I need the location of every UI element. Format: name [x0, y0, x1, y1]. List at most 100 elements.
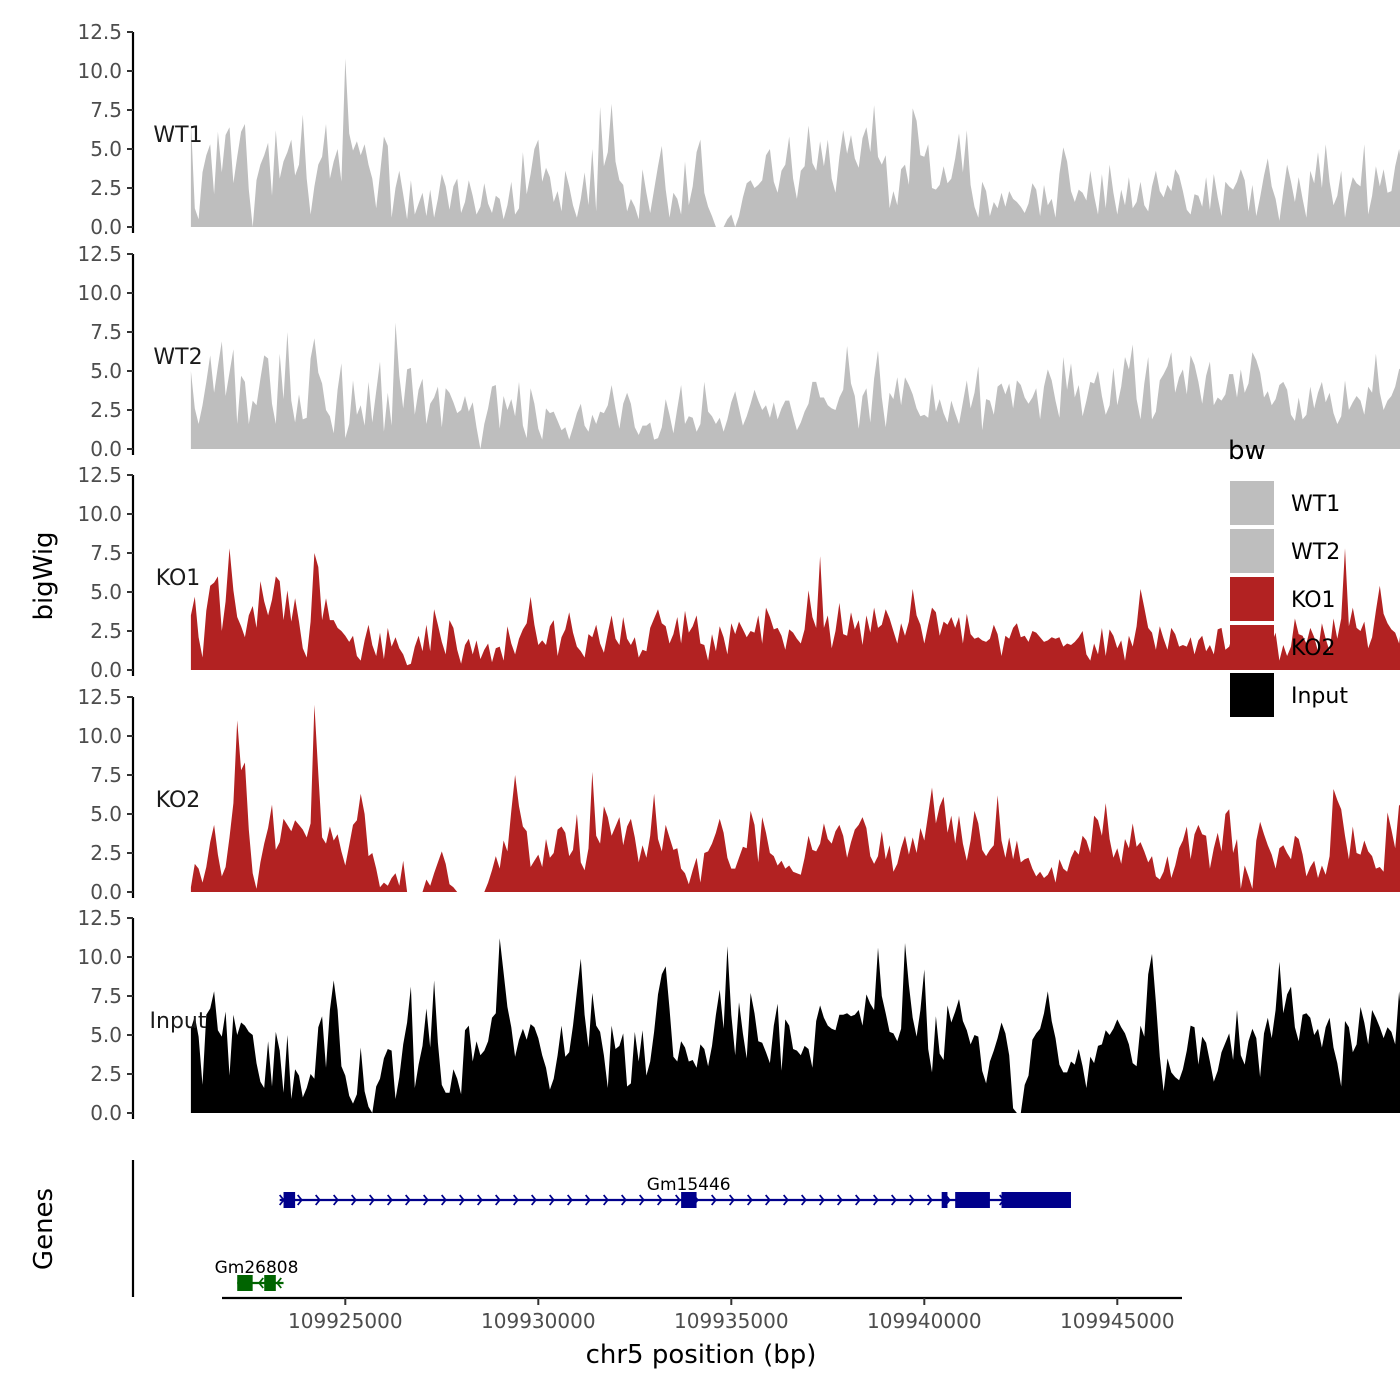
- gene-exon: [1001, 1192, 1071, 1208]
- gene-exon: [955, 1192, 990, 1208]
- strand-chevron: [728, 1194, 735, 1206]
- y-tick-label: 12.5: [77, 242, 122, 266]
- coverage-area-ko1: [190, 548, 1400, 670]
- y-tick-label: 12.5: [77, 685, 122, 709]
- track-wt2: 0.0 2.5 5.0 7.5 10.0 12.5 WT2: [77, 242, 1400, 461]
- strand-chevron: [422, 1194, 429, 1206]
- strand-chevron: [548, 1194, 555, 1206]
- gene-exon: [237, 1275, 253, 1291]
- x-axis-title: chr5 position (bp): [586, 1340, 817, 1370]
- y-tick-label: 5.0: [90, 359, 122, 383]
- strand-chevron: [926, 1194, 933, 1206]
- y-tick-label: 2.5: [90, 398, 122, 422]
- gene-exon: [283, 1192, 296, 1208]
- track-ko1: 0.0 2.5 5.0 7.5 10.0 12.5 KO1: [77, 463, 1400, 682]
- strand-chevron: [710, 1194, 717, 1206]
- gene-name-label: Gm15446: [647, 1175, 731, 1195]
- track-ko2: 0.0 2.5 5.0 7.5 10.0 12.5 KO2: [77, 685, 1400, 904]
- legend-label-input: Input: [1291, 684, 1348, 709]
- strand-chevron: [314, 1194, 321, 1206]
- gene-annotation-track: Gm15446 Gm26808: [131, 1160, 1071, 1297]
- strand-chevron: [386, 1194, 393, 1206]
- y-tick-label: 10.0: [77, 724, 122, 748]
- track-label: Input: [150, 1009, 207, 1034]
- gene-gm26808: Gm26808: [215, 1258, 299, 1291]
- legend-label-wt1: WT1: [1291, 492, 1340, 517]
- legend-swatch-wt1: [1230, 481, 1274, 525]
- legend-label-ko2: KO2: [1291, 636, 1336, 661]
- y-tick-label: 10.0: [77, 281, 122, 305]
- strand-chevron: [584, 1194, 591, 1206]
- x-tick-label: 109925000: [288, 1309, 403, 1333]
- y-tick-label: 7.5: [90, 763, 122, 787]
- strand-chevron: [404, 1194, 411, 1206]
- gene-exon: [681, 1192, 697, 1208]
- x-tick-label: 109935000: [674, 1309, 789, 1333]
- y-tick-label: 2.5: [90, 619, 122, 643]
- y-tick-label: 2.5: [90, 176, 122, 200]
- x-tick-label: 109940000: [867, 1309, 982, 1333]
- y-tick-label: 5.0: [90, 137, 122, 161]
- strand-chevron: [350, 1194, 357, 1206]
- strand-chevron: [458, 1194, 465, 1206]
- track-wt1: 0.0 2.5 5.0 7.5 10.0 12.5 WT1: [77, 20, 1400, 239]
- y-tick-label: 12.5: [77, 906, 122, 930]
- legend-swatch-ko1: [1230, 577, 1274, 621]
- y-tick-label: 0.0: [90, 215, 122, 239]
- strand-chevron: [620, 1194, 627, 1206]
- legend-swatch-wt2: [1230, 529, 1274, 573]
- y-tick-label: 0.0: [90, 658, 122, 682]
- x-tick-label: 109930000: [481, 1309, 596, 1333]
- legend-swatch-ko2: [1230, 625, 1274, 669]
- strand-chevron: [296, 1194, 303, 1206]
- y-tick-label: 5.0: [90, 1023, 122, 1047]
- coverage-area-input: [190, 938, 1400, 1113]
- y-tick-label: 5.0: [90, 802, 122, 826]
- y-tick-label: 2.5: [90, 841, 122, 865]
- y-tick-label: 0.0: [90, 1101, 122, 1125]
- strand-chevron: [332, 1194, 339, 1206]
- strand-chevron: [368, 1194, 375, 1206]
- strand-chevron: [872, 1194, 879, 1206]
- y-tick-label: 0.0: [90, 880, 122, 904]
- strand-chevron: [800, 1194, 807, 1206]
- track-label: KO2: [156, 788, 201, 813]
- track-label: KO1: [156, 566, 201, 591]
- strand-chevron: [258, 1277, 264, 1289]
- strand-chevron: [494, 1194, 501, 1206]
- y-tick-label: 12.5: [77, 463, 122, 487]
- y-tick-label: 7.5: [90, 320, 122, 344]
- strand-chevron: [656, 1194, 663, 1206]
- strand-chevron: [674, 1194, 681, 1206]
- x-axis: 109925000 109930000 109935000 109940000 1099…: [222, 1296, 1182, 1333]
- y-tick-label: 10.0: [77, 945, 122, 969]
- y-tick-label: 7.5: [90, 984, 122, 1008]
- strand-chevron: [854, 1194, 861, 1206]
- y-tick-label: 5.0: [90, 580, 122, 604]
- y-axis-title: bigWig: [29, 531, 59, 620]
- y-tick-label: 0.0: [90, 437, 122, 461]
- gene-gm15446: Gm15446: [278, 1175, 1071, 1208]
- strand-chevron: [476, 1194, 483, 1206]
- legend-label-wt2: WT2: [1291, 540, 1340, 565]
- legend: bw WT1 WT2 KO1 KO2 Input: [1228, 436, 1348, 717]
- strand-chevron: [638, 1194, 645, 1206]
- strand-chevron: [890, 1194, 897, 1206]
- gene-name-label: Gm26808: [215, 1258, 299, 1278]
- coverage-area-wt2: [190, 322, 1400, 449]
- strand-chevron: [530, 1194, 537, 1206]
- strand-chevron: [440, 1194, 447, 1206]
- bigwig-tracks: 0.0 2.5 5.0 7.5 10.0 12.5 WT1 0.0 2.5 5.0 7.5 10.0 1…: [77, 20, 1400, 1125]
- x-tick-label: 109945000: [1060, 1309, 1175, 1333]
- track-label: WT2: [153, 345, 202, 370]
- strand-chevron: [764, 1194, 771, 1206]
- genes-axis-title: Genes: [29, 1188, 59, 1270]
- y-tick-label: 10.0: [77, 59, 122, 83]
- gene-exon: [264, 1275, 276, 1291]
- strand-chevron: [782, 1194, 789, 1206]
- gene-exon: [941, 1192, 948, 1208]
- legend-title: bw: [1228, 436, 1266, 466]
- coverage-area-wt1: [190, 58, 1400, 227]
- legend-swatch-input: [1230, 673, 1274, 717]
